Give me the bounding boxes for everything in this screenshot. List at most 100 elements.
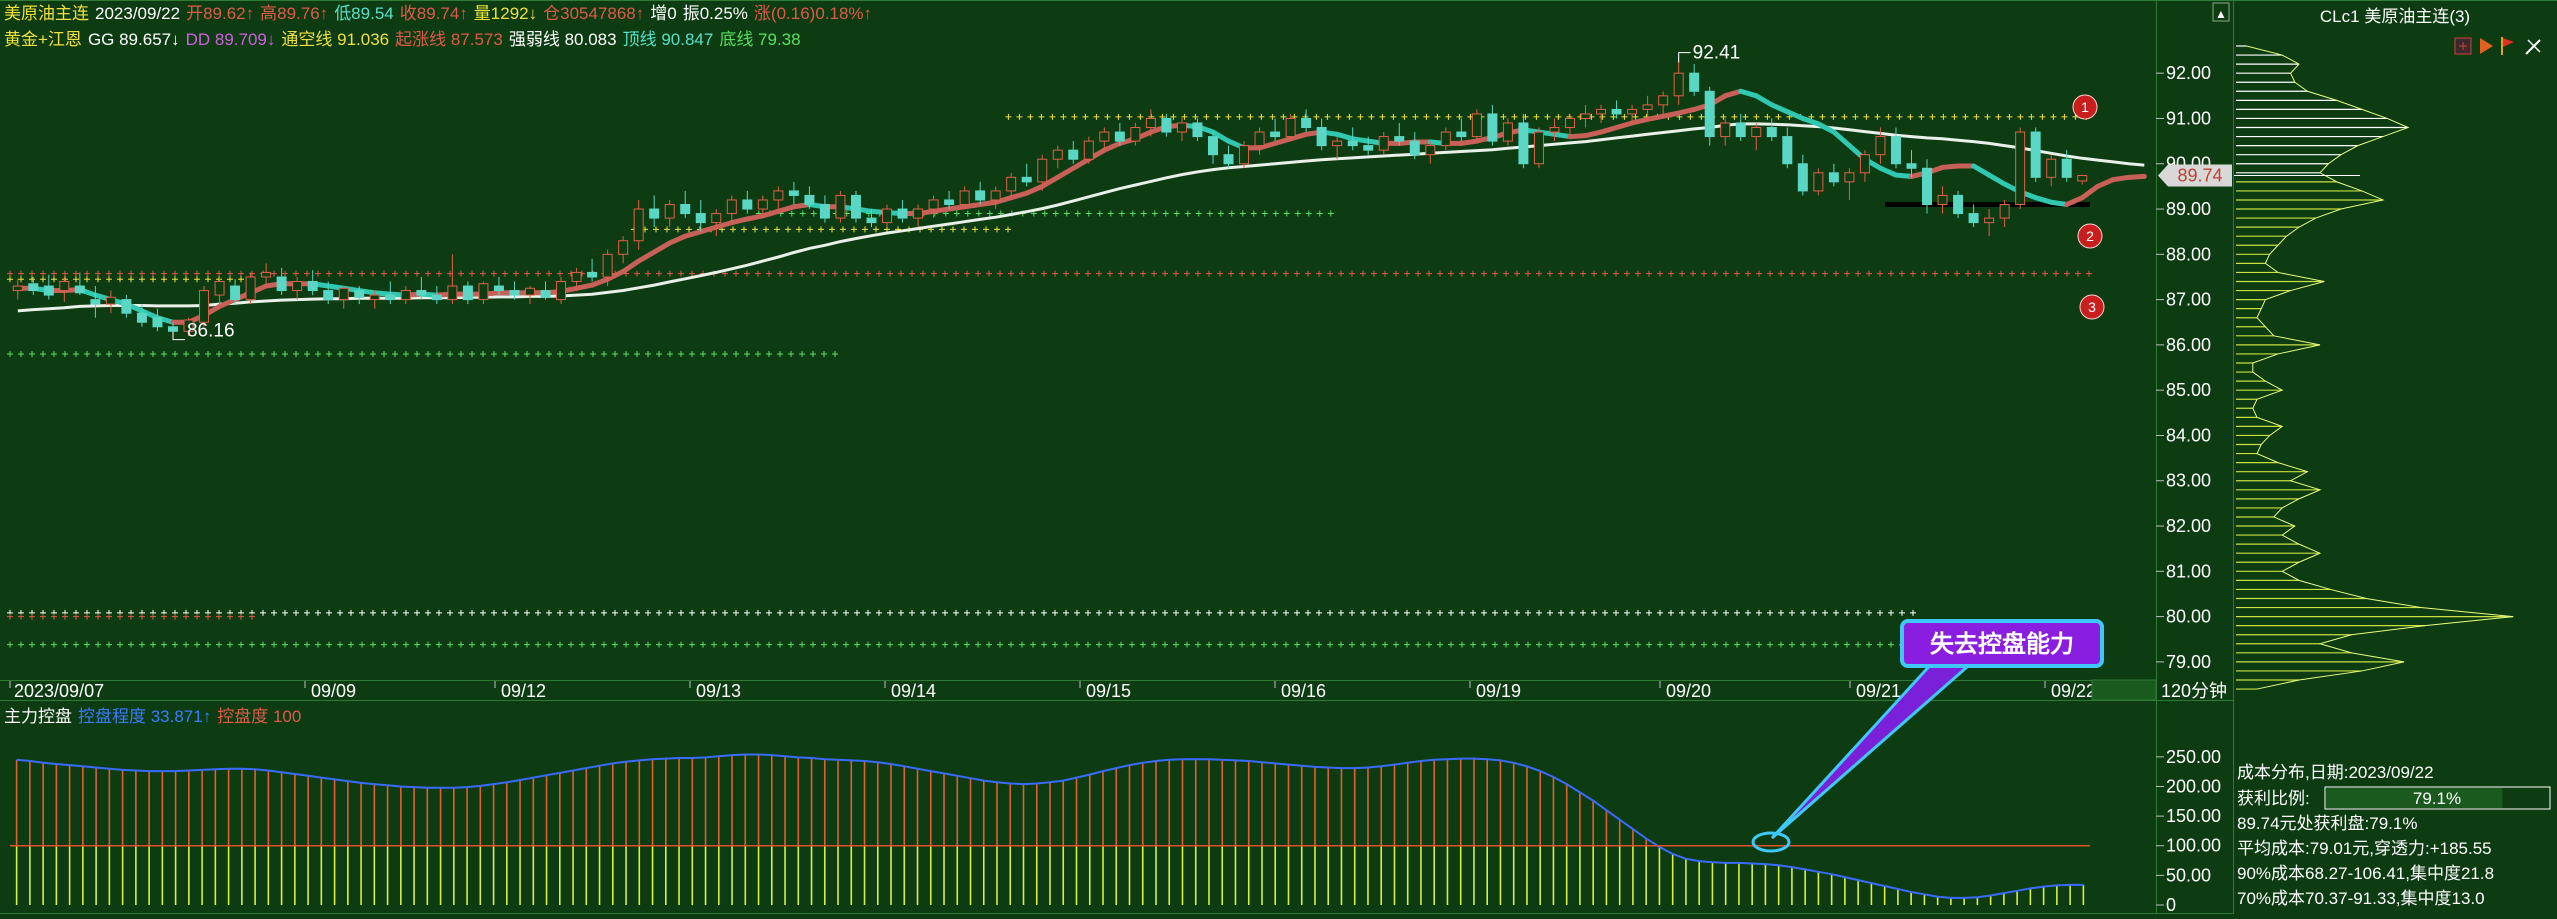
candle bbox=[1735, 113, 1746, 142]
fast-ma-segment bbox=[1101, 140, 1123, 153]
fast-ma-segment bbox=[1070, 156, 1092, 171]
dist-line-3: 89.74元处获利盘:79.1% bbox=[2237, 814, 2417, 833]
candle bbox=[1471, 109, 1482, 142]
candle bbox=[664, 199, 675, 228]
scroll-up-icon: ▲ bbox=[2215, 7, 2227, 21]
candle bbox=[1083, 136, 1094, 164]
candle bbox=[1953, 190, 1964, 219]
fast-ma-segment bbox=[2048, 199, 2070, 207]
price-tick-label: 81.00 bbox=[2166, 561, 2211, 581]
candle bbox=[1270, 118, 1281, 142]
fast-ma-segment bbox=[729, 216, 750, 226]
date-axis: 2023/09/07 09/09 09/12 09/13 09/14 09/15 09/16… bbox=[0, 679, 2227, 701]
candle bbox=[1844, 168, 1855, 200]
control-tick-label: 250.00 bbox=[2166, 747, 2221, 767]
candle bbox=[897, 199, 908, 223]
candle bbox=[649, 195, 660, 228]
play-icon[interactable] bbox=[2480, 38, 2493, 54]
fast-ma-segment bbox=[1769, 102, 1790, 115]
candle bbox=[1689, 64, 1700, 96]
header-item: 增0 bbox=[650, 4, 676, 23]
fast-ma-segment bbox=[1893, 172, 1914, 179]
fast-ma-segment bbox=[1800, 115, 1821, 127]
control-panel-axis: 250.00 200.00 150.00 100.00 50.00 0 bbox=[2156, 747, 2221, 915]
fast-ma-segment bbox=[1598, 125, 1620, 135]
scroll-up-button[interactable] bbox=[2212, 2, 2230, 22]
fast-ma-segment bbox=[713, 220, 735, 230]
candle bbox=[1751, 122, 1762, 151]
header-item: 量1292↓ bbox=[474, 4, 537, 23]
profit-ratio-bar-frame bbox=[2324, 786, 2551, 810]
header-item: DD 89.709↓ bbox=[186, 30, 276, 49]
header-item: 高89.76↑ bbox=[260, 4, 328, 23]
candle bbox=[1052, 145, 1063, 169]
candle bbox=[338, 286, 349, 309]
date-tick-label: 09/19 bbox=[1476, 681, 1521, 701]
candle bbox=[1922, 159, 1933, 214]
candle bbox=[1145, 109, 1156, 137]
grid-icon[interactable] bbox=[2454, 37, 2472, 55]
candle bbox=[230, 279, 241, 305]
candle bbox=[1549, 118, 1560, 142]
candle bbox=[1502, 118, 1513, 146]
candle bbox=[618, 236, 629, 264]
candle bbox=[1301, 109, 1312, 133]
candle bbox=[540, 281, 551, 300]
candle bbox=[928, 195, 939, 219]
header-item: 主力控盘 bbox=[4, 707, 72, 726]
candle bbox=[59, 276, 70, 302]
svg-text:1: 1 bbox=[2081, 99, 2089, 115]
price-tick-label: 87.00 bbox=[2166, 290, 2211, 310]
candle bbox=[90, 286, 101, 318]
price-tick-label: 83.00 bbox=[2166, 471, 2211, 491]
candle bbox=[1425, 141, 1436, 164]
dist-line-5: 90%成本68.27-106.41,集中度21.8 bbox=[2237, 864, 2494, 883]
candle bbox=[462, 281, 473, 305]
candle bbox=[1859, 150, 1870, 182]
fast-ma-segment bbox=[1055, 165, 1076, 180]
low-label: 86.16 bbox=[187, 321, 235, 342]
candle bbox=[556, 276, 567, 305]
candle bbox=[261, 263, 272, 287]
price-tick-label: 86.00 bbox=[2166, 335, 2211, 355]
candle bbox=[1766, 118, 1777, 142]
candle bbox=[913, 204, 924, 228]
candle bbox=[416, 276, 427, 300]
tool-icon[interactable] bbox=[2525, 39, 2541, 55]
fast-ma-segment bbox=[1288, 131, 1309, 142]
candle bbox=[1130, 122, 1141, 146]
fast-ma-segment bbox=[2095, 177, 2116, 189]
header-item: 黄金+江恩 bbox=[4, 30, 82, 49]
candle bbox=[695, 199, 706, 232]
candle bbox=[323, 281, 334, 305]
control-degree-line bbox=[16, 753, 2084, 899]
candle bbox=[680, 190, 691, 219]
candle bbox=[105, 290, 116, 314]
candle bbox=[447, 254, 458, 305]
fast-ma-segment bbox=[1971, 163, 1992, 178]
date-tick-label: 09/20 bbox=[1666, 681, 1711, 701]
fast-ma-segment bbox=[760, 208, 781, 219]
price-tick-label: 79.00 bbox=[2166, 652, 2211, 672]
high-label: 92.41 bbox=[1693, 43, 1741, 64]
svg-text:3: 3 bbox=[2088, 299, 2096, 315]
header-item: 涨(0.16)0.18%↑ bbox=[754, 4, 872, 23]
candle bbox=[1658, 91, 1669, 114]
candle bbox=[1239, 141, 1250, 169]
fast-ma-segment bbox=[1940, 163, 1961, 170]
flag-icon[interactable] bbox=[2501, 37, 2514, 55]
price-axis: 92.0091.0090.0089.0088.0087.0086.0085.00… bbox=[2156, 63, 2232, 672]
candle bbox=[882, 204, 893, 228]
candle bbox=[1828, 163, 1839, 187]
candle bbox=[1207, 132, 1218, 164]
fast-ma-segment bbox=[2110, 174, 2132, 183]
control-tick-label: 50.00 bbox=[2166, 865, 2211, 885]
candle bbox=[136, 304, 147, 327]
moving-averages bbox=[15, 88, 2147, 325]
date-tick-label: 2023/09/07 bbox=[14, 681, 104, 701]
candle bbox=[1875, 127, 1886, 164]
fast-ma-segment bbox=[1753, 93, 1775, 108]
fast-ma-segment bbox=[1210, 129, 1232, 144]
date-tick-label: 09/16 bbox=[1281, 681, 1326, 701]
